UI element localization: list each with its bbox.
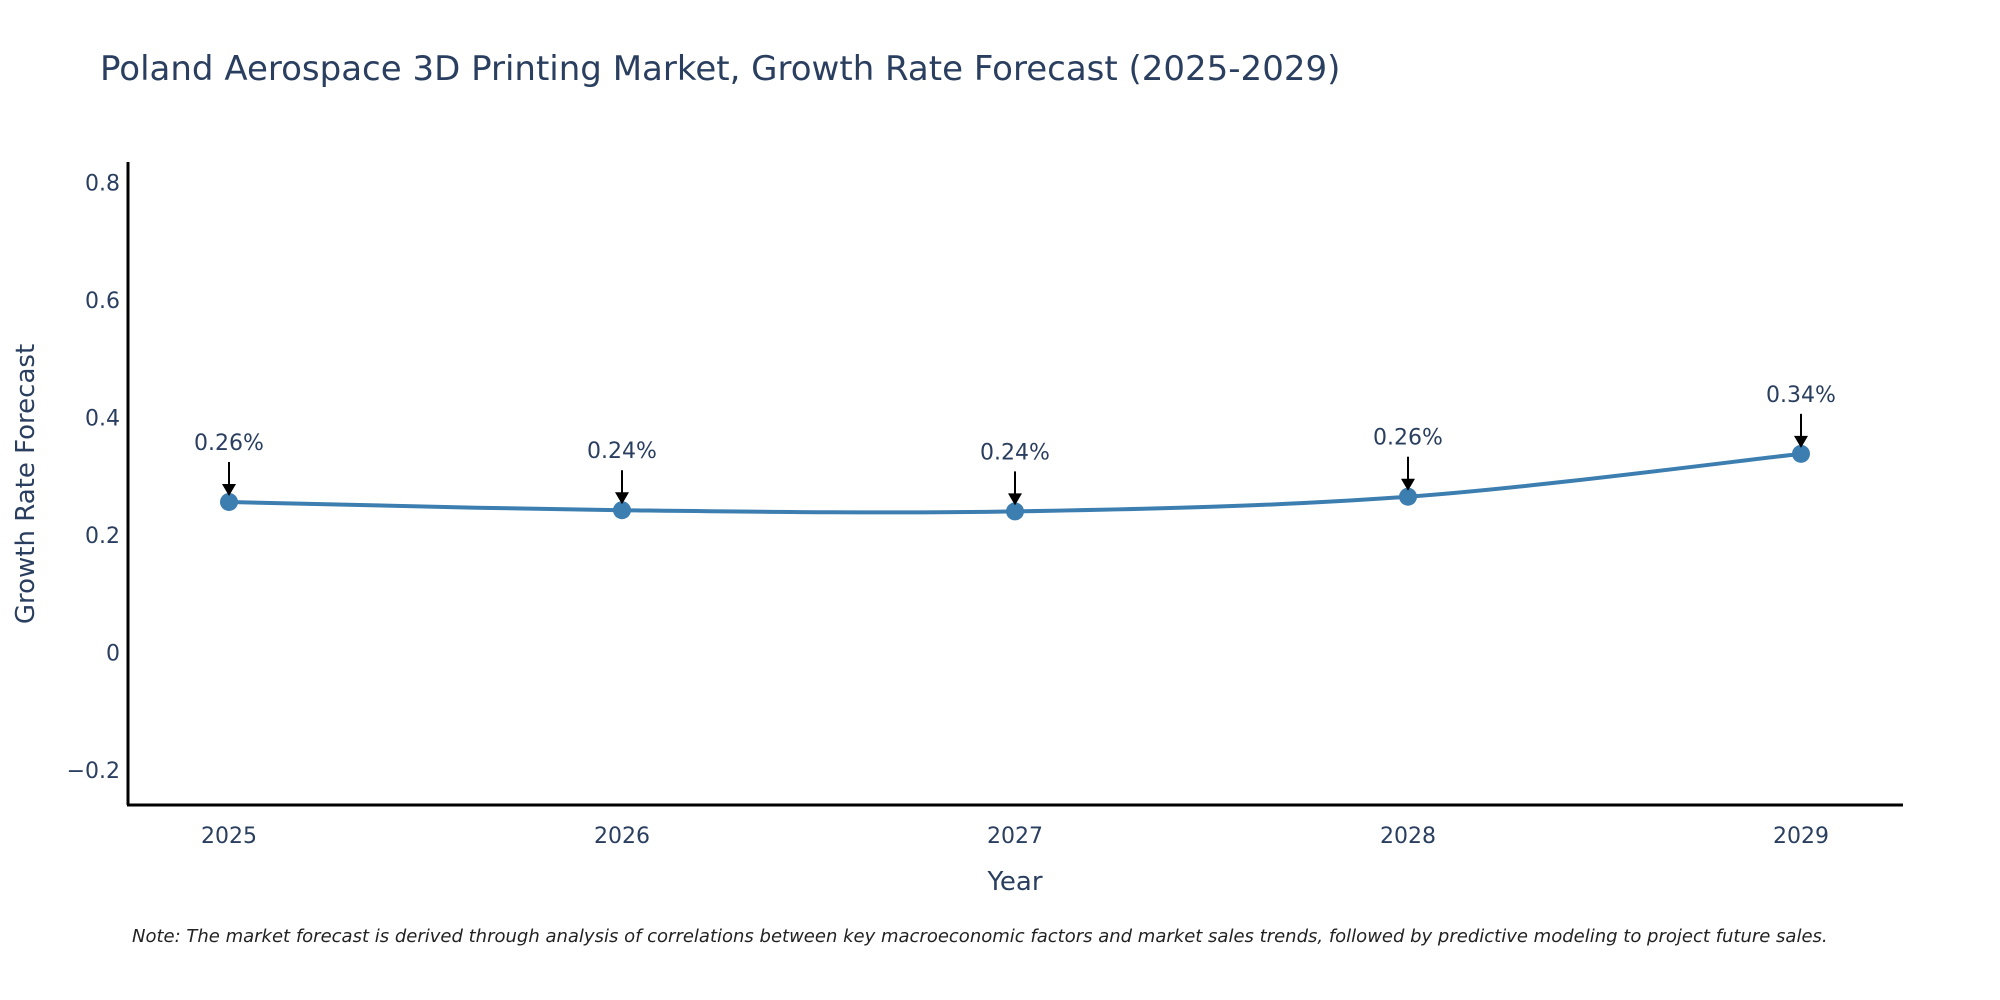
x-tick-label: 2027	[987, 824, 1043, 849]
data-annotations: 0.26% 0.24% 0.24% 0.26% 0.34%	[194, 383, 1836, 506]
data-label: 0.24%	[980, 440, 1050, 465]
data-label: 0.24%	[587, 439, 657, 464]
y-tick-label: 0.8	[85, 172, 120, 197]
data-label: 0.26%	[194, 431, 264, 456]
chart-title: Poland Aerospace 3D Printing Market, Gro…	[100, 49, 1340, 89]
annotation-arrow-head	[615, 492, 629, 505]
data-label: 0.34%	[1766, 383, 1836, 408]
annotation-arrow-head	[1794, 435, 1808, 448]
y-tick-label: 0.2	[85, 524, 120, 549]
x-tick-label: 2029	[1773, 824, 1829, 849]
x-tick-label: 2025	[201, 824, 257, 849]
data-point	[613, 501, 631, 520]
x-tick-label: 2026	[594, 824, 650, 849]
y-tick-label: 0.6	[85, 289, 120, 314]
data-label: 0.26%	[1373, 426, 1443, 451]
annotation-arrow-head	[1401, 478, 1415, 491]
data-point	[220, 492, 238, 511]
footnote: Note: The market forecast is derived thr…	[132, 926, 1828, 947]
x-axis-ticks: 2025 2026 2027 2028 2029	[201, 824, 1829, 849]
y-tick-label: 0	[106, 641, 120, 666]
data-point	[1399, 487, 1417, 506]
y-axis-ticks: −0.2 0 0.2 0.4 0.6 0.8	[67, 172, 120, 784]
data-point	[1006, 502, 1024, 521]
data-point	[1792, 444, 1810, 463]
x-axis-title: Year	[986, 867, 1042, 897]
annotation-arrow-head	[1008, 493, 1022, 506]
y-tick-label: 0.4	[85, 406, 120, 431]
y-tick-label: −0.2	[67, 759, 120, 784]
x-tick-label: 2028	[1380, 824, 1436, 849]
data-markers	[220, 444, 1810, 521]
y-axis-title: Growth Rate Forecast	[11, 344, 41, 624]
annotation-arrow-head	[222, 483, 236, 496]
